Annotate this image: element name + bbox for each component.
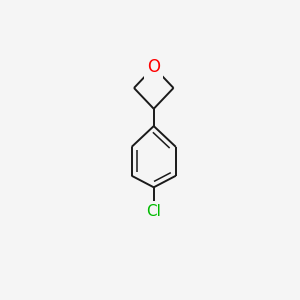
Text: Cl: Cl (146, 204, 161, 219)
Text: O: O (147, 58, 160, 76)
